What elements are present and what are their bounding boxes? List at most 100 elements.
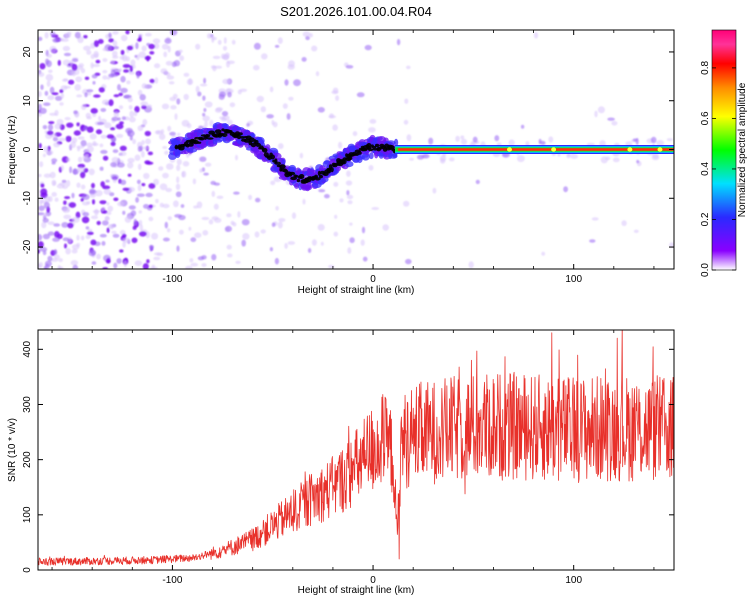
spectrogram-noise-blob [369,119,377,124]
spectrogram-noise-blob [188,78,192,85]
spectrogram-noise-blob [137,184,142,192]
spectrogram-noise-blob [346,190,350,196]
spectrogram-noise-blob [356,92,365,98]
spectrogram-noise-blob [41,221,47,229]
spectrogram-noise-blob [666,138,673,142]
spectrogram-noise-blob [110,73,119,77]
spectrogram-noise-blob [176,158,182,166]
spectrogram-noise-blob [621,220,627,227]
spectrogram-noise-blob [51,161,56,165]
spectrogram-noise-blob [567,153,571,157]
spectrogram-noise-blob [120,75,126,83]
spectrogram-noise-blob [142,263,149,269]
spectrogram-noise-blob [57,59,61,66]
spectrogram-noise-blob [80,140,87,147]
spectrogram-noise-blob [139,219,143,226]
spectrogram-trace-halo [294,182,300,189]
spectrogram-noise-blob [345,180,353,186]
spectrogram-noise-blob [99,233,107,238]
spectrogram-noise-blob [100,108,107,112]
spectrogram-noise-blob [293,79,301,87]
spectrogram-noise-blob [87,145,94,153]
spectrogram-noise-blob [126,45,134,51]
spectrogram-noise-blob [110,60,115,64]
spectrogram-trace-hotspot [234,133,240,138]
spectrogram-noise-blob [225,225,232,232]
spectrogram-noise-blob [221,54,230,60]
spectrogram-noise-blob [214,107,222,113]
spectrogram-noise-blob [122,187,130,191]
spectrogram-noise-blob [137,146,142,152]
spectrogram-noise-blob [302,198,306,205]
spectrogram-noise-blob [129,65,133,73]
spectrogram-noise-blob [183,72,190,77]
spectrogram-noise-blob [570,154,578,159]
spectrogram-noise-blob [128,105,133,110]
spectrogram-noise-blob [213,182,220,186]
spectrogram-noise-blob [128,71,135,75]
spectrogram-noise-blob [92,81,96,85]
spectrogram-noise-blob [226,60,235,65]
spectrogram-noise-blob [92,63,100,68]
spectrogram-noise-blob [163,51,168,58]
spectrogram-noise-blob [87,228,93,232]
spectrogram-noise-blob [301,57,307,62]
spectrogram-band-mark [506,147,512,152]
spectrogram-noise-blob [186,123,192,129]
spectrogram-noise-blob [84,92,88,98]
spectrogram-noise-blob [76,182,81,188]
spectrogram-noise-blob [64,117,71,121]
spectrogram-noise-blob [494,135,500,142]
spectrogram-noise-blob [148,43,156,50]
spectrogram-noise-blob [94,190,103,197]
spectrogram-noise-blob [205,162,212,167]
spectrogram-noise-blob [133,218,137,226]
spectrogram-noise-blob [66,157,71,162]
spectrogram-noise-blob [167,45,171,53]
spectrogram-noise-blob [96,253,101,260]
spectrogram-noise-blob [107,205,114,212]
spectrogram-trace-core [318,174,323,179]
spectrogram-noise-blob [126,80,131,85]
spectrogram-noise-blob [86,126,94,133]
spectrogram-noise-blob [409,157,414,161]
spectrogram-noise-blob [152,38,161,44]
spectrogram-noise-blob [143,146,150,150]
spectrogram-noise-blob [77,147,81,152]
spectrogram-noise-blob [181,171,185,178]
spectrogram-noise-blob [58,266,64,269]
spectrogram-noise-blob [52,38,60,43]
spectrogram-noise-blob [460,135,465,140]
spectrogram-noise-blob [64,196,71,200]
spectrogram-trace-core [206,137,214,140]
spectrogram-trace-core [238,132,243,136]
spectrogram-noise-blob [652,152,659,159]
spectrogram-noise-blob [277,221,283,229]
spectrogram-noise-blob [89,133,97,140]
spectrogram-noise-blob [202,112,206,117]
spectrogram-noise-blob [90,239,97,246]
spectrogram-trace-core [298,174,305,179]
spectrogram-noise-blob [362,256,368,262]
spectrogram-noise-blob [102,210,108,214]
spectrogram-noise-blob [43,145,49,153]
spectrogram-noise-blob [149,51,155,55]
spectrogram-noise-blob [40,183,45,188]
spectrogram-noise-blob [101,241,106,246]
spectrogram-noise-blob [86,116,92,120]
spectrogram-noise-blob [156,252,164,257]
spectrogram-noise-blob [252,64,260,71]
spectrogram-noise-blob [133,111,138,117]
spectrogram-noise-blob [54,123,62,130]
spectrogram-noise-blob [54,254,60,260]
spectrogram-noise-blob [47,255,53,262]
spectrogram-noise-blob [129,116,136,123]
spectrogram-noise-blob [127,157,135,163]
spectrogram-noise-blob [118,92,123,97]
spectrogram-noise-blob [63,52,72,57]
snr-x-tick-label: 0 [370,575,376,586]
spectrogram-noise-blob [533,32,539,39]
figure-title: S201.2026.101.00.04.R04 [280,4,432,19]
spectrogram-noise-blob [124,116,130,121]
spectrogram-noise-blob [180,204,185,208]
